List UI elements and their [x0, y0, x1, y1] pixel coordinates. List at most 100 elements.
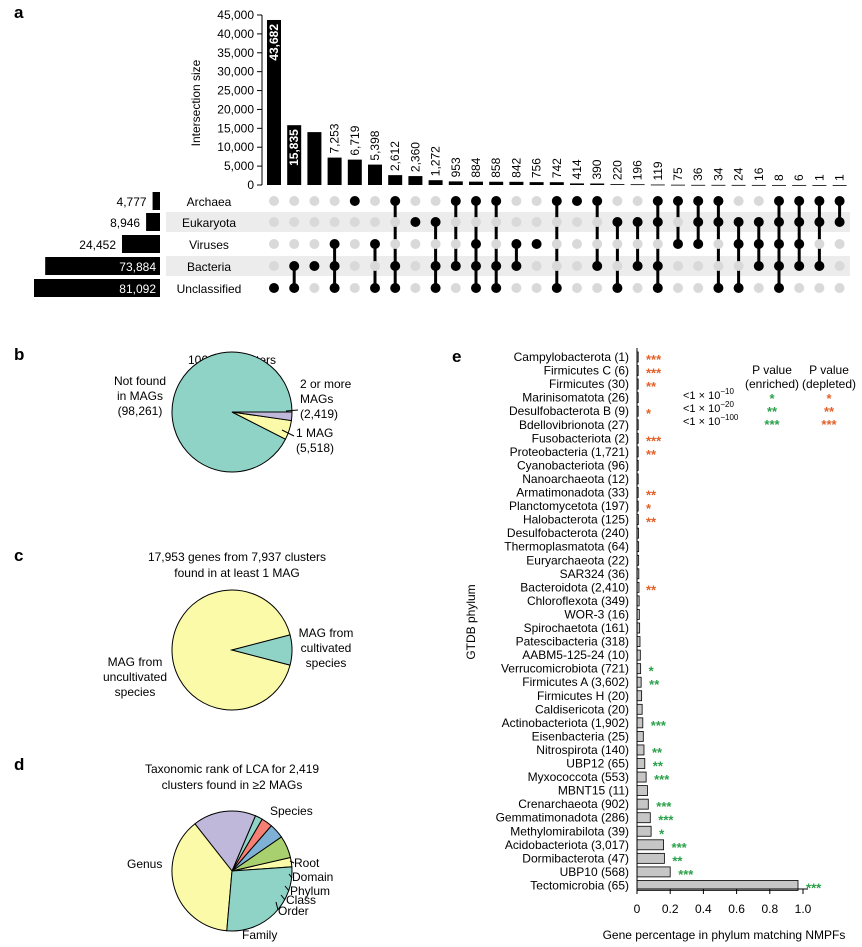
pie-d-label-domain: Domain [292, 870, 333, 884]
intersection-bar [671, 184, 685, 186]
membership-dot-empty [592, 283, 603, 293]
membership-dot-empty [430, 196, 441, 206]
pie-c-label-cult-3: species [306, 656, 347, 670]
pie-b-label-1mag: 1 MAG [296, 426, 333, 440]
matrix-stripe [166, 256, 850, 276]
intersection-bar-label: 220 [610, 160, 624, 180]
phylum-label: Crenarchaeota (902) [518, 797, 629, 811]
membership-dot-empty [652, 239, 663, 249]
significance-stars: *** [656, 799, 672, 814]
intersection-bar-label: 6,719 [348, 125, 362, 155]
membership-dot-filled [693, 196, 704, 206]
panel-label-e: e [452, 347, 461, 366]
intersection-bar [448, 181, 463, 185]
phylum-label: Acidobacteriota (3,017) [505, 838, 629, 852]
phylum-label: Methylomirabilota (39) [510, 824, 629, 838]
y-tick-label: 35,000 [217, 46, 254, 60]
membership-dot-filled [652, 196, 663, 206]
set-size-bar [45, 257, 160, 275]
phylum-bar [636, 771, 647, 783]
membership-dot-empty [390, 217, 401, 227]
membership-dot-filled [753, 261, 764, 271]
membership-dot-empty [612, 261, 623, 271]
membership-dot-filled [693, 239, 704, 249]
membership-dot-filled [652, 217, 663, 227]
pie-d-title-line1: Taxonomic rank of LCA for 2,419 [145, 762, 319, 776]
intersection-bar-label: 884 [469, 157, 483, 177]
phylum-label: Halobacterota (125) [523, 513, 629, 527]
set-label-eukaryota: Eukaryota [182, 216, 236, 230]
significance-stars: *** [646, 366, 662, 381]
significance-stars: *** [646, 352, 662, 367]
membership-dot-filled [592, 196, 603, 206]
intersection-bar [347, 159, 362, 185]
membership-dot-filled [774, 261, 784, 271]
set-size-label: 73,884 [119, 260, 156, 274]
membership-dot-empty [592, 217, 603, 227]
membership-dot-filled [551, 283, 562, 293]
membership-dot-filled [753, 239, 764, 249]
membership-dot-filled [632, 261, 643, 271]
membership-dot-filled [410, 217, 421, 227]
membership-dot-filled [329, 261, 340, 271]
membership-dot-filled [491, 196, 502, 206]
membership-dot-empty [814, 283, 825, 293]
membership-dot-empty [269, 239, 279, 249]
membership-dot-filled [309, 261, 320, 271]
intersection-bar-label: 742 [550, 158, 564, 178]
legend-threshold: <1 × 10−100 [683, 413, 739, 428]
significance-stars: ** [646, 447, 657, 462]
intersection-bar-label: 7,253 [328, 123, 342, 153]
phylum-label: Patescibacteria (318) [516, 635, 629, 649]
phylum-bar [636, 839, 664, 851]
x-tick-label: 0 [634, 902, 641, 916]
membership-dot-filled [430, 217, 441, 227]
panel-label-c: c [14, 546, 23, 565]
phylum-bar [636, 717, 644, 729]
membership-dot-empty [713, 239, 724, 249]
membership-dot-filled [673, 239, 683, 249]
intersection-bar-label: 8 [772, 174, 786, 181]
upset-y-axis-label: Intersection size [189, 59, 203, 146]
pie-chart-genes: 17,953 genes from 7,937 clusters found i… [103, 550, 353, 711]
significance-stars: *** [651, 718, 667, 733]
pie-b-label-notfound-line2: in MAGs [117, 389, 163, 403]
membership-dot-filled [491, 261, 502, 271]
intersection-bar-label: 119 [651, 161, 665, 180]
membership-dot-empty [349, 217, 360, 227]
membership-dot-filled [572, 196, 582, 206]
legend-depleted-stars: * [826, 391, 832, 406]
pie-c-label-uncult-3: species [115, 685, 156, 699]
membership-dot-empty [289, 196, 300, 206]
y-tick-label: 10,000 [217, 140, 254, 154]
phylum-bar [636, 825, 652, 837]
significance-stars: * [659, 826, 665, 841]
pie-d-leader [289, 860, 295, 864]
phylum-label: Desulfobacterota (240) [507, 526, 629, 540]
membership-dot-empty [632, 239, 643, 249]
membership-dot-filled [774, 239, 784, 249]
membership-dot-filled [693, 217, 704, 227]
membership-dot-filled [673, 196, 683, 206]
intersection-bar-label: 2,360 [408, 142, 422, 172]
y-tick-label: 0 [247, 178, 254, 192]
significance-stars: ** [646, 379, 657, 394]
phylum-label: Proteobacteria (1,721) [510, 445, 629, 459]
set-size-bar [122, 235, 160, 253]
intersection-bar-label: 390 [590, 159, 604, 179]
membership-dot-filled [289, 261, 300, 271]
phylum-label: Dormibacterota (47) [522, 851, 629, 865]
e-legend-enriched-head2: (enriched) [745, 377, 799, 391]
intersection-bar-label: 858 [489, 157, 503, 177]
phylum-label: Euryarchaeota (22) [526, 553, 629, 567]
phylum-label: Firmicutes (30) [549, 377, 629, 391]
membership-dot-filled [652, 283, 663, 293]
y-tick-label: 40,000 [217, 27, 254, 41]
legend-depleted-stars: ** [824, 404, 835, 419]
phylum-label: AABM5-125-24 (10) [522, 648, 629, 662]
membership-dot-filled [774, 196, 784, 206]
phylum-label: Myxococcota (553) [528, 770, 629, 784]
membership-dot-empty [612, 239, 623, 249]
intersection-bar-label: 2,612 [388, 141, 402, 171]
